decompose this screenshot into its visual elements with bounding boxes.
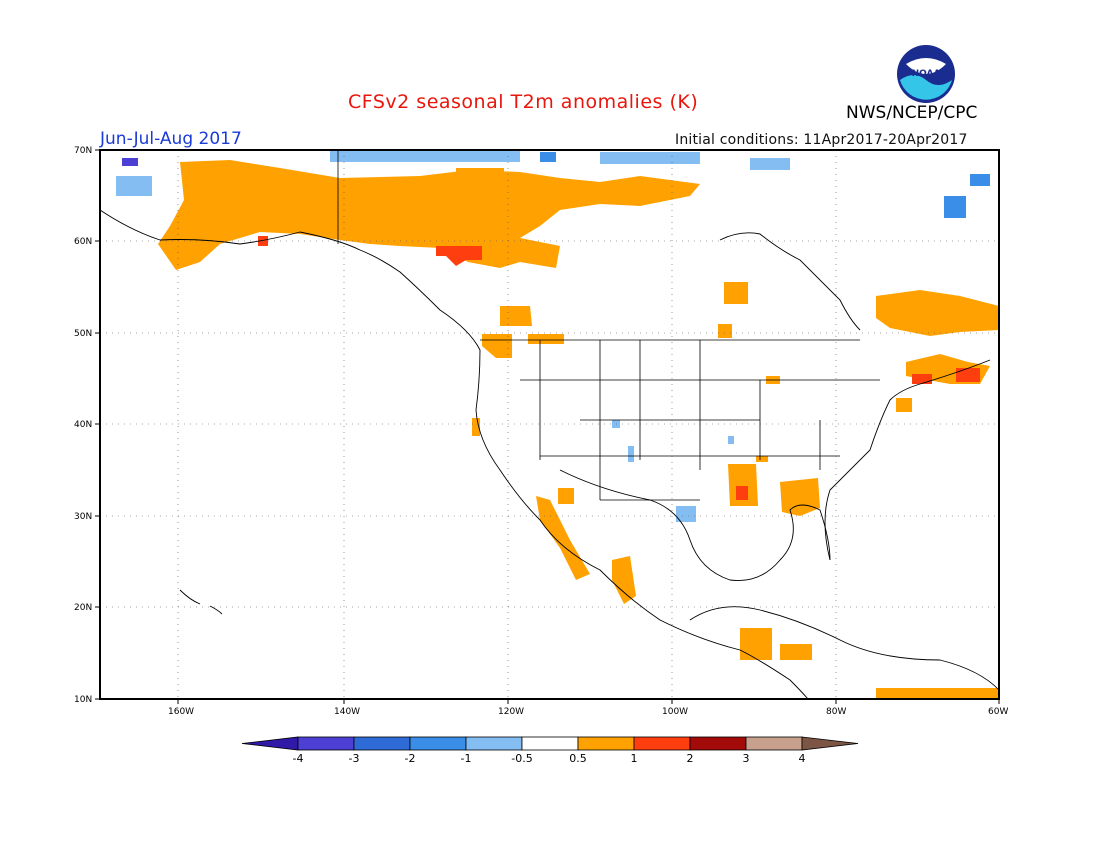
colorbar-label: 4 xyxy=(799,752,806,765)
lat-label-70n: 70N xyxy=(74,146,92,156)
strong-warm-yukon xyxy=(436,246,482,266)
colorbar-swatch xyxy=(745,736,803,751)
colorbar-swatch xyxy=(409,736,467,751)
lon-label-140w: 140W xyxy=(334,707,360,717)
colorbar-swatch xyxy=(297,736,355,751)
colorbar-swatch xyxy=(577,736,635,751)
lat-label-40n: 40N xyxy=(74,420,92,430)
warm-region-sonora xyxy=(558,488,574,504)
cool-region-arctic-3 xyxy=(750,158,790,170)
warm-region-central-am2 xyxy=(780,644,812,660)
cool-region-labrador2 xyxy=(970,174,990,186)
colorbar-swatch xyxy=(689,736,747,751)
borders xyxy=(337,150,880,501)
warm-region-alaska xyxy=(158,160,700,270)
cool-region-ak-dark xyxy=(122,158,138,166)
warm-region-hudson2 xyxy=(718,324,732,338)
lon-label-160w: 160W xyxy=(168,707,194,717)
lon-label-100w: 100W xyxy=(662,707,688,717)
anomaly-cells xyxy=(116,150,999,699)
warm-region-bc xyxy=(500,306,532,326)
strong-warm-maine xyxy=(912,374,932,384)
warm-region-central-am xyxy=(740,628,772,660)
warm-region-ms xyxy=(756,456,768,462)
warm-region-gulf xyxy=(728,464,758,506)
lat-label-60n: 60N xyxy=(74,237,92,247)
lat-label-30n: 30N xyxy=(74,512,92,522)
map-frame xyxy=(100,150,999,699)
colorbar-label: 3 xyxy=(743,752,750,765)
lat-label-50n: 50N xyxy=(74,329,92,339)
colorbar: -4 -3 -2 -1 -0.5 0.5 1 2 3 4 xyxy=(241,736,859,765)
period-label: Jun-Jul-Aug 2017 xyxy=(100,129,242,149)
colorbar-label: -1 xyxy=(461,752,472,765)
lat-label-10n: 10N xyxy=(74,695,92,705)
agency-label: NWS/NCEP/CPC xyxy=(846,103,978,123)
cool-region-arctic-2 xyxy=(600,152,700,164)
warm-region-carib xyxy=(876,688,999,699)
colorbar-swatch xyxy=(353,736,411,751)
cool-region-gl xyxy=(540,152,556,162)
cool-region-texas xyxy=(676,506,696,522)
colorbar-label: -3 xyxy=(349,752,360,765)
map-title: CFSv2 seasonal T2m anomalies (K) xyxy=(348,91,699,113)
lat-label-20n: 20N xyxy=(74,603,92,613)
warm-region-baja xyxy=(536,496,590,580)
cool-region-nm xyxy=(628,446,634,462)
warm-region-mexico-w xyxy=(612,556,636,604)
colorbar-label: -2 xyxy=(405,752,416,765)
colorbar-max-triangle xyxy=(801,736,859,751)
colorbar-swatch xyxy=(633,736,691,751)
lon-label-80w: 80W xyxy=(826,707,846,717)
colorbar-min-triangle xyxy=(241,736,299,751)
colorbar-label: -4 xyxy=(293,752,304,765)
cool-region-ks xyxy=(728,436,734,444)
strong-warm-ms xyxy=(736,486,748,500)
lon-label-60w: 60W xyxy=(988,707,1008,717)
svg-text:NOAA: NOAA xyxy=(912,69,941,79)
warm-region-newengland xyxy=(896,398,912,412)
colorbar-label: 2 xyxy=(687,752,694,765)
warm-region-quebec xyxy=(876,290,999,336)
initial-conditions-label: Initial conditions: 11Apr2017-20Apr2017 xyxy=(675,132,968,148)
warm-region-bc3 xyxy=(528,334,564,344)
noaa-logo-icon: NOAA xyxy=(897,45,955,103)
colorbar-swatch xyxy=(465,736,523,751)
lon-label-120w: 120W xyxy=(498,707,524,717)
warm-region-nunavut xyxy=(456,168,504,190)
colorbar-swatch xyxy=(521,736,579,751)
warm-region-hudson xyxy=(724,282,748,304)
colorbar-label: -0.5 xyxy=(511,752,532,765)
cool-region-alaska-w xyxy=(116,176,152,196)
cool-region-labrador xyxy=(944,196,966,218)
colorbar-label: 0.5 xyxy=(569,752,587,765)
warm-region-se xyxy=(780,478,820,516)
strong-warm-ns xyxy=(956,368,980,382)
cool-region-arctic-1 xyxy=(330,150,520,162)
colorbar-label: 1 xyxy=(631,752,638,765)
